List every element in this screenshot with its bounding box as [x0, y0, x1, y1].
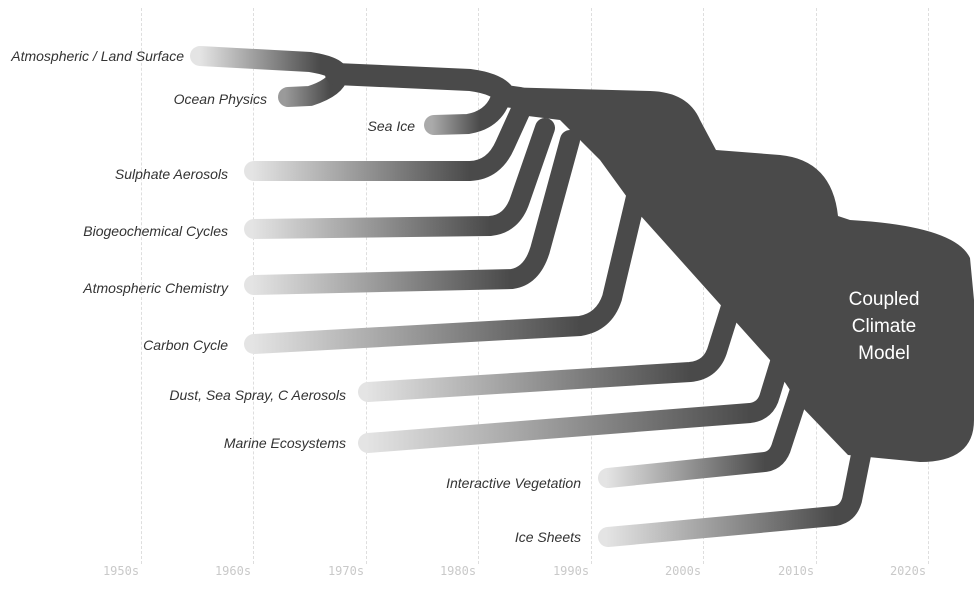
- title-line-1: Coupled: [848, 289, 920, 310]
- branch-atm: [190, 46, 348, 83]
- branch-sulph: [244, 102, 530, 181]
- decade-label-1990s: 1990s: [552, 564, 590, 578]
- grid-line-1950s: [141, 8, 142, 564]
- label-seaice: Sea Ice: [367, 118, 415, 134]
- title-line-3: Model: [858, 343, 910, 364]
- branch-marine: [358, 320, 800, 453]
- coupled-climate-model-title: Coupled Climate Model: [812, 286, 956, 367]
- decade-label-1960s: 1960s: [214, 564, 252, 578]
- decade-label-1950s: 1950s: [102, 564, 140, 578]
- decade-label-2010s: 2010s: [777, 564, 815, 578]
- label-atmchem: Atmospheric Chemistry: [83, 280, 228, 296]
- title-line-2: Climate: [851, 316, 917, 337]
- label-dust: Dust, Sea Spray, C Aerosols: [169, 387, 346, 403]
- grid-line-2000s: [703, 8, 704, 564]
- decade-label-2000s: 2000s: [664, 564, 702, 578]
- label-marine: Marine Ecosystems: [223, 435, 346, 451]
- decade-label-1980s: 1980s: [439, 564, 477, 578]
- branch-ice: [598, 410, 878, 547]
- decade-label-1970s: 1970s: [327, 564, 365, 578]
- branch-dust: [358, 252, 755, 402]
- label-biogeo: Biogeochemical Cycles: [83, 223, 228, 239]
- decade-label-2020s: 2020s: [889, 564, 927, 578]
- branch-biogeo: [244, 118, 555, 239]
- label-atm: Atmospheric / Land Surface: [11, 48, 184, 64]
- branch-veg: [598, 380, 810, 488]
- label-sulph: Sulphate Aerosols: [114, 166, 228, 182]
- label-veg: Interactive Vegetation: [446, 475, 581, 491]
- label-ice: Ice Sheets: [514, 529, 581, 545]
- grid-line-1990s: [591, 8, 592, 564]
- branch-carbon: [244, 170, 650, 354]
- label-ocean: Ocean Physics: [173, 91, 267, 107]
- branch-seaice: [424, 90, 510, 135]
- branch-atmchem: [244, 130, 580, 295]
- label-carbon: Carbon Cycle: [143, 337, 228, 353]
